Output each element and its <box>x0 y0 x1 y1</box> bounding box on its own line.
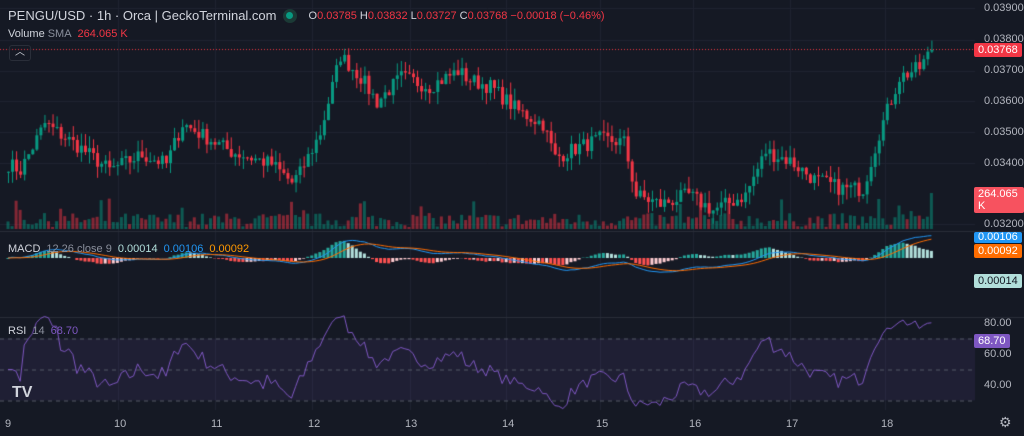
time-tick: 15 <box>596 418 609 430</box>
macd-value: 0.00106 <box>163 243 204 255</box>
chart-title: PENGU/USD · 1h · Orca | GeckoTerminal.co… <box>8 8 277 23</box>
macd-label: MACD <box>8 243 41 255</box>
price-tick: 0.03500 <box>984 126 1024 138</box>
hist-tag: 0.00014 <box>974 274 1022 288</box>
price-tick: 0.03600 <box>984 95 1024 107</box>
open-label: O <box>308 9 318 22</box>
time-tick: 14 <box>502 418 515 430</box>
close-value: 0.03768 <box>467 9 508 22</box>
time-tick: 9 <box>5 418 12 430</box>
macd-params: 12 26 close 9 <box>46 243 112 255</box>
price-tick: 0.03900 <box>984 2 1024 14</box>
open-value: 0.03785 <box>317 9 357 22</box>
volume-legend: Volume SMA 264.065 K <box>8 28 128 40</box>
time-tick: 10 <box>114 418 127 430</box>
rsi-value: 68.70 <box>50 325 79 337</box>
rsi-legend: RSI 14 68.70 <box>8 325 78 337</box>
low-value: 0.03727 <box>416 9 457 22</box>
rsi-tick: 80.00 <box>984 317 1012 329</box>
rsi-params: 14 <box>32 325 45 337</box>
macd-signal-value: 0.00092 <box>209 243 250 255</box>
time-tick: 17 <box>786 418 799 430</box>
price-tick: 0.03400 <box>984 157 1024 169</box>
settings-gear-icon[interactable]: ⚙ <box>999 414 1012 430</box>
last-price-tag: 0.03768 <box>974 43 1022 57</box>
volume-label: Volume <box>8 28 45 40</box>
time-tick: 18 <box>881 418 894 430</box>
rsi-tick: 40.00 <box>984 379 1012 391</box>
time-tick: 12 <box>308 418 321 430</box>
collapse-legend-button[interactable]: ︿ <box>9 45 31 61</box>
macd-legend: MACD 12 26 close 9 0.00014 0.00106 0.0009… <box>8 243 249 255</box>
signal-tag: 0.00092 <box>974 244 1022 258</box>
change-value: −0.00018 (−0.46%) <box>510 9 605 22</box>
close-label: C <box>459 9 468 22</box>
volume-tag: 264.065 K <box>974 187 1024 213</box>
time-tick: 16 <box>689 418 702 430</box>
rsi-label: RSI <box>8 325 27 337</box>
price-tick: 0.03700 <box>984 64 1024 76</box>
rsi-tick: 60.00 <box>984 348 1012 360</box>
live-status-icon <box>282 8 297 23</box>
time-tick: 11 <box>211 418 223 430</box>
low-label: L <box>410 9 417 22</box>
sma-label: SMA <box>47 28 72 40</box>
tradingview-logo[interactable]: TV <box>12 384 33 401</box>
macd-tag: 0.00106 <box>974 232 1022 243</box>
volume-value: 264.065 K <box>77 28 128 40</box>
price-tick: 0.03800 <box>984 33 1024 45</box>
macd-hist-value: 0.00014 <box>117 243 158 255</box>
chart-header: PENGU/USD · 1h · Orca | GeckoTerminal.co… <box>8 8 605 23</box>
rsi-tag: 68.70 <box>974 334 1010 348</box>
time-tick: 13 <box>405 418 418 430</box>
price-tick: 0.03200 <box>984 218 1024 230</box>
high-value: 0.03832 <box>367 9 408 22</box>
high-label: H <box>359 9 368 22</box>
